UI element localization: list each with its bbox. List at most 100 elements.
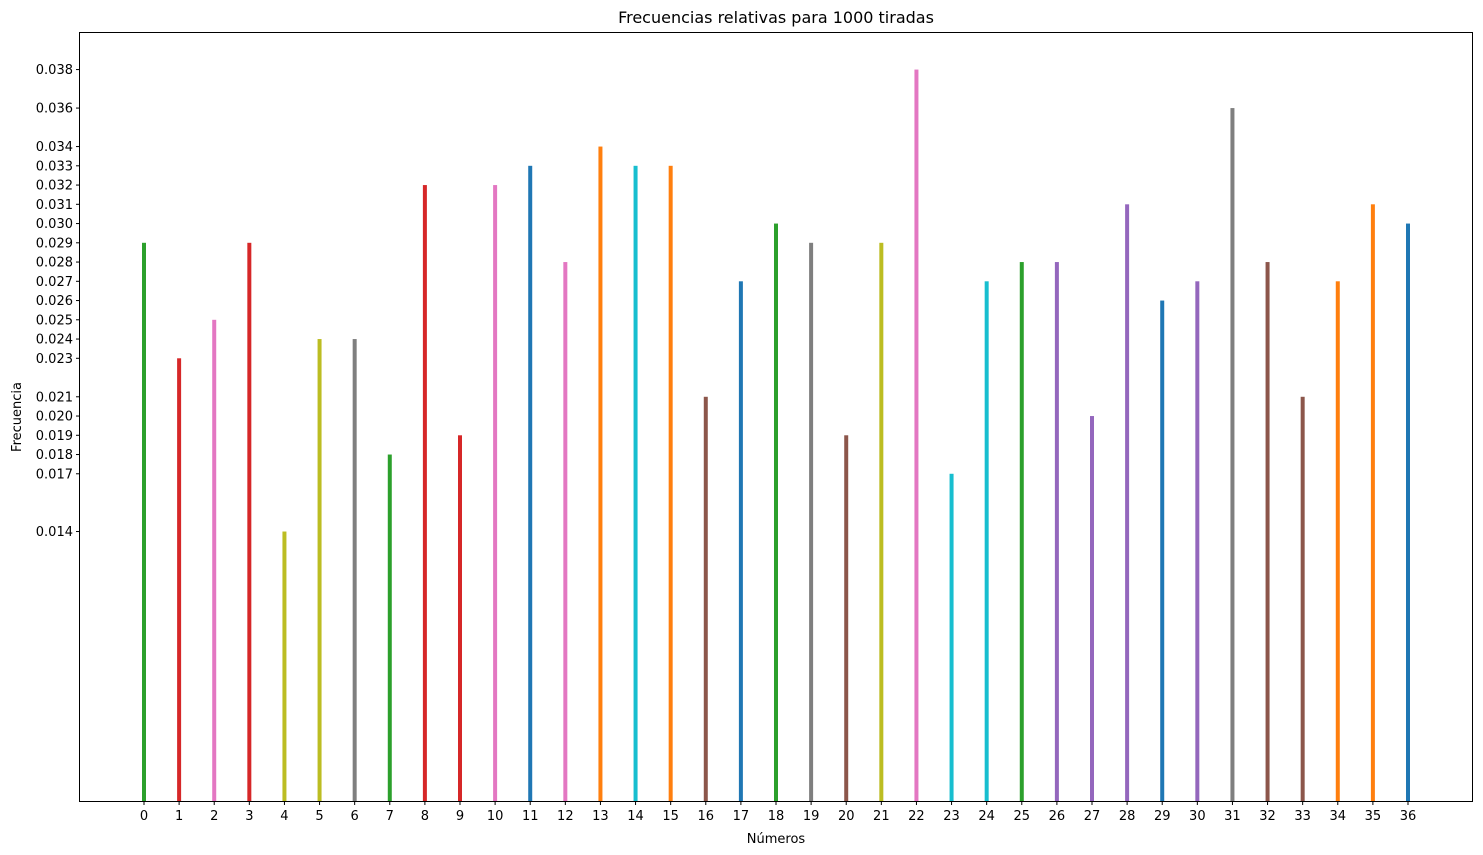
y-tick-label: 0.032 [36,179,73,194]
bar-19 [809,242,814,802]
x-tick-label: 36 [1400,809,1417,824]
x-tick-label: 30 [1189,809,1206,824]
y-tick-label: 0.023 [36,352,73,367]
bar-25 [1019,262,1024,801]
x-tick-label: 25 [1014,809,1031,824]
x-axis-label: Números [747,832,806,847]
x-tick-label: 31 [1224,809,1241,824]
bar-3 [247,242,252,802]
bar-21 [879,242,884,802]
bar-33 [1300,396,1305,801]
y-tick-label: 0.038 [36,63,73,78]
y-axis: 0.014 0.017 0.018 0.019 0.020 0.021 0.023 0.024… [36,63,80,540]
bar-2 [212,319,217,801]
bar-13 [598,146,603,801]
bars-group [142,69,1410,802]
bar-9 [458,435,462,801]
x-tick-label: 26 [1049,809,1066,824]
bar-29 [1160,300,1165,801]
bar-17 [738,281,743,801]
x-tick-label: 18 [768,809,785,824]
y-tick-label: 0.017 [36,467,73,482]
bar-4 [282,531,287,801]
x-tick-label: 14 [627,809,644,824]
y-tick-label: 0.018 [36,448,73,463]
bar-12 [563,262,568,801]
x-tick-label: 10 [487,809,504,824]
x-tick-label: 1 [175,809,183,824]
bar-16 [703,396,708,801]
y-tick-label: 0.030 [36,217,73,232]
x-tick-label: 28 [1119,809,1136,824]
bar-8 [422,185,427,801]
bar-26 [1054,262,1059,801]
bar-1 [177,358,182,801]
x-tick-label: 24 [978,809,995,824]
bar-32 [1265,262,1270,801]
x-axis: 0 1 2 3 4 5 6 7 8 9 10 11 12 13 14 15 16 17 18 19 20 21 22 23 24… [140,801,1416,824]
y-tick-label: 0.026 [36,294,73,309]
x-tick-label: 16 [698,809,715,824]
bar-5 [317,339,322,801]
x-tick-label: 5 [315,809,323,824]
y-tick-label: 0.031 [36,198,73,213]
y-tick-label: 0.034 [36,140,73,155]
bar-18 [774,223,778,801]
bar-14 [633,165,638,801]
x-tick-label: 23 [943,809,960,824]
y-tick-label: 0.020 [36,410,73,425]
chart-title: Frecuencias relativas para 1000 tiradas [618,8,934,27]
x-tick-label: 20 [838,809,855,824]
bar-20 [844,435,849,801]
bar-30 [1195,281,1200,801]
x-tick-label: 13 [592,809,609,824]
bar-36 [1406,223,1410,801]
bar-23 [949,473,954,801]
bar-24 [984,281,989,801]
x-tick-label: 11 [522,809,539,824]
bar-11 [528,165,533,801]
x-tick-label: 7 [386,809,394,824]
x-tick-label: 3 [245,809,253,824]
x-tick-label: 22 [908,809,925,824]
y-tick-label: 0.028 [36,256,73,271]
x-tick-label: 33 [1294,809,1311,824]
y-tick-label: 0.014 [36,525,73,540]
bar-34 [1335,281,1340,801]
bar-15 [668,165,673,801]
x-tick-label: 21 [873,809,890,824]
x-tick-label: 0 [140,809,148,824]
x-tick-label: 8 [421,809,429,824]
bar-22 [914,69,919,801]
bar-10 [493,185,498,801]
bar-28 [1125,204,1130,801]
bar-6 [352,339,357,801]
x-tick-label: 15 [662,809,679,824]
y-tick-label: 0.025 [36,313,73,328]
x-tick-label: 32 [1259,809,1276,824]
x-tick-label: 12 [557,809,574,824]
x-tick-label: 6 [351,809,359,824]
y-tick-label: 0.029 [36,236,73,251]
bar-31 [1230,108,1235,801]
x-tick-label: 35 [1365,809,1382,824]
y-axis-label: Frecuencia [10,382,25,452]
x-tick-label: 17 [733,809,750,824]
bar-7 [387,454,392,801]
x-tick-label: 4 [280,809,288,824]
bar-35 [1370,204,1375,801]
x-tick-label: 19 [803,809,820,824]
y-tick-label: 0.036 [36,102,73,117]
bar-27 [1090,416,1094,801]
y-tick-label: 0.019 [36,429,73,444]
y-tick-label: 0.024 [36,333,73,348]
x-tick-label: 29 [1154,809,1171,824]
x-tick-label: 34 [1330,809,1347,824]
x-tick-label: 27 [1084,809,1101,824]
y-tick-label: 0.021 [36,390,73,405]
x-tick-label: 2 [210,809,218,824]
x-tick-label: 9 [456,809,464,824]
bar-0 [142,242,146,802]
y-tick-label: 0.033 [36,159,73,174]
